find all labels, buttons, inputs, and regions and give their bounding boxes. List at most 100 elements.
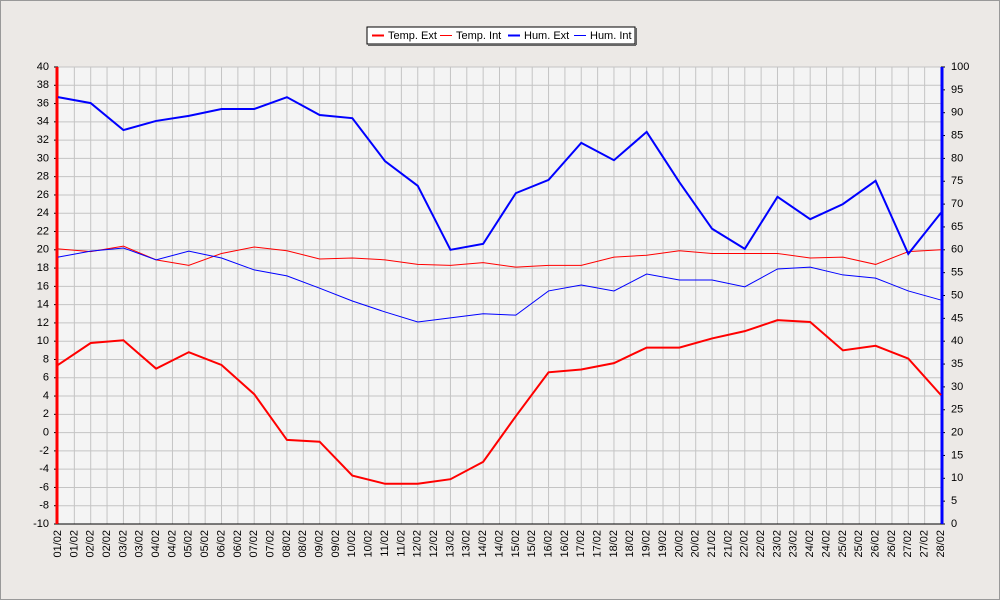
- x-tick-label: 17/02: [575, 530, 587, 558]
- y-tick-label: 22: [37, 225, 49, 237]
- y-tick-label: 26: [37, 189, 49, 201]
- y2-tick-label: 95: [951, 84, 963, 96]
- legend-label: Temp. Ext: [388, 30, 437, 42]
- y2-tick-label: 5: [951, 495, 957, 507]
- x-tick-label: 18/02: [624, 530, 636, 558]
- y-tick-label: 36: [37, 97, 49, 109]
- y2-tick-label: 50: [951, 289, 963, 301]
- x-tick-label: 23/02: [788, 530, 800, 558]
- y-tick-label: 38: [37, 79, 49, 91]
- y-tick-label: 32: [37, 134, 49, 146]
- x-tick-label: 24/02: [820, 530, 832, 558]
- y-tick-label: 12: [37, 317, 49, 329]
- x-tick-label: 13/02: [444, 530, 456, 558]
- y2-tick-label: 25: [951, 404, 963, 416]
- x-tick-label: 10/02: [363, 530, 375, 558]
- y2-tick-label: 90: [951, 107, 963, 119]
- x-tick-label: 20/02: [690, 530, 702, 558]
- x-tick-label: 06/02: [232, 530, 244, 558]
- series-line: [57, 319, 942, 485]
- x-tick-label: 01/02: [52, 530, 64, 558]
- x-tick-label: 05/02: [199, 530, 211, 558]
- x-tick-label: 10/02: [346, 530, 358, 558]
- y-tick-label: 34: [37, 116, 49, 128]
- y-tick-label: -8: [39, 500, 49, 512]
- y-tick-label: 4: [43, 390, 49, 402]
- y2-tick-label: 100: [951, 61, 969, 73]
- legend-label: Hum. Int: [590, 30, 632, 42]
- y-tick-label: -6: [39, 481, 49, 493]
- y2-tick-label: 55: [951, 267, 963, 279]
- x-tick-label: 26/02: [869, 530, 881, 558]
- y-tick-label: 24: [37, 207, 49, 219]
- y-tick-label: 20: [37, 244, 49, 256]
- x-tick-label: 25/02: [853, 530, 865, 558]
- legend-label: Hum. Ext: [524, 30, 569, 42]
- x-tick-label: 23/02: [771, 530, 783, 558]
- y-tick-label: 28: [37, 171, 49, 183]
- y2-tick-label: 40: [951, 335, 963, 347]
- y2-tick-label: 15: [951, 449, 963, 461]
- y2-tick-label: 70: [951, 198, 963, 210]
- x-tick-label: 07/02: [264, 530, 276, 558]
- series-line: [57, 245, 942, 268]
- y-tick-label: -2: [39, 445, 49, 457]
- y-tick-label: 0: [43, 427, 49, 439]
- x-tick-label: 27/02: [919, 530, 931, 558]
- series-line: [57, 247, 942, 323]
- y2-tick-label: 45: [951, 312, 963, 324]
- x-tick-label: 22/02: [739, 530, 751, 558]
- x-tick-label: 14/02: [477, 530, 489, 558]
- x-tick-label: 17/02: [592, 530, 604, 558]
- y2-tick-label: 60: [951, 244, 963, 256]
- x-tick-label: 15/02: [510, 530, 522, 558]
- x-tick-label: 06/02: [215, 530, 227, 558]
- y-tick-label: 2: [43, 408, 49, 420]
- y-tick-label: 16: [37, 280, 49, 292]
- x-tick-label: 04/02: [150, 530, 162, 558]
- x-tick-label: 01/02: [68, 530, 80, 558]
- x-tick-label: 02/02: [85, 530, 97, 558]
- y2-tick-label: 20: [951, 427, 963, 439]
- x-tick-label: 20/02: [673, 530, 685, 558]
- x-tick-label: 16/02: [559, 530, 571, 558]
- x-tick-label: 08/02: [281, 530, 293, 558]
- x-tick-label: 28/02: [935, 530, 947, 558]
- x-tick-label: 03/02: [134, 530, 146, 558]
- y2-tick-label: 85: [951, 129, 963, 141]
- y2-tick-label: 30: [951, 381, 963, 393]
- x-tick-label: 21/02: [706, 530, 718, 558]
- series-line: [57, 96, 942, 256]
- x-tick-label: 12/02: [412, 530, 424, 558]
- y2-tick-label: 35: [951, 358, 963, 370]
- x-tick-label: 19/02: [657, 530, 669, 558]
- x-tick-label: 02/02: [101, 530, 113, 558]
- x-tick-label: 18/02: [608, 530, 620, 558]
- y-tick-label: 18: [37, 262, 49, 274]
- y2-tick-label: 10: [951, 472, 963, 484]
- y-tick-label: 14: [37, 299, 49, 311]
- x-tick-label: 11/02: [379, 530, 391, 557]
- x-tick-label: 24/02: [804, 530, 816, 558]
- y-tick-label: 6: [43, 372, 49, 384]
- y-tick-label: 10: [37, 335, 49, 347]
- x-tick-label: 03/02: [117, 530, 129, 558]
- x-tick-label: 16/02: [542, 530, 554, 558]
- x-tick-label: 21/02: [722, 530, 734, 558]
- x-tick-label: 25/02: [837, 530, 849, 558]
- x-tick-label: 19/02: [641, 530, 653, 558]
- x-tick-label: 09/02: [330, 530, 342, 558]
- x-tick-label: 14/02: [493, 530, 505, 558]
- x-tick-label: 22/02: [755, 530, 767, 558]
- x-tick-label: 07/02: [248, 530, 260, 558]
- x-tick-label: 11/02: [395, 530, 407, 557]
- y-tick-label: 8: [43, 353, 49, 365]
- x-tick-label: 08/02: [297, 530, 309, 558]
- x-tick-label: 05/02: [183, 530, 195, 558]
- x-tick-label: 04/02: [166, 530, 178, 558]
- x-tick-label: 27/02: [902, 530, 914, 558]
- y-tick-label: 30: [37, 152, 49, 164]
- x-tick-label: 15/02: [526, 530, 538, 558]
